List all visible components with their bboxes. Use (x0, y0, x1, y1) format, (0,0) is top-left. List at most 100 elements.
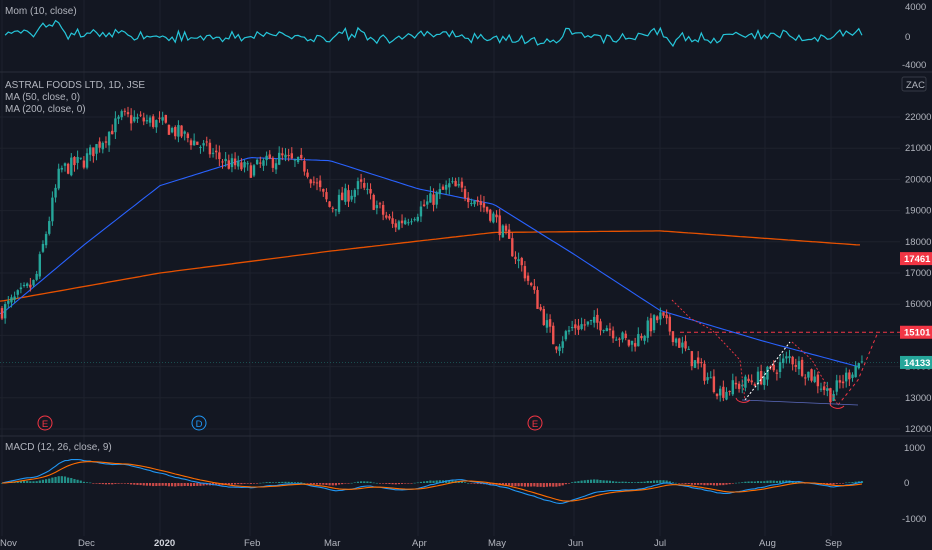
candle-body (22, 284, 26, 286)
candle-body (142, 117, 145, 122)
candle-body (290, 153, 293, 159)
histogram-bar (612, 481, 615, 483)
candle-body (60, 167, 64, 170)
time-tick: Nov (0, 538, 17, 549)
candle-body (577, 325, 580, 330)
candle-body (148, 117, 152, 123)
candle-body (448, 183, 451, 188)
candle-body (826, 388, 829, 391)
candle-body (703, 363, 706, 381)
candle-body (630, 340, 634, 345)
histogram-bar (662, 480, 665, 483)
histogram-bar (57, 476, 60, 483)
earnings-marker[interactable]: E (527, 415, 543, 431)
candle-body (646, 320, 649, 338)
histogram-bar (744, 481, 747, 483)
candle-body (542, 308, 545, 325)
histogram-bar (29, 481, 32, 483)
dividend-marker[interactable]: D (191, 415, 207, 431)
chart-pattern-drawing[interactable] (671, 299, 879, 409)
histogram-bar (489, 483, 492, 485)
histogram-bar (671, 482, 675, 483)
histogram-bar (577, 481, 580, 483)
histogram-bar (243, 483, 246, 484)
candle-body (372, 194, 375, 210)
candle-body (63, 163, 67, 166)
histogram-bar (630, 482, 634, 483)
candle-body (174, 127, 177, 137)
candle-body (813, 376, 816, 382)
candle-body (564, 331, 568, 340)
candle-body (593, 316, 596, 323)
candle-body (574, 324, 577, 329)
candle-body (381, 204, 385, 215)
candle-body (111, 130, 114, 135)
histogram-bar (583, 480, 586, 483)
candle-body (211, 152, 215, 154)
histogram-bar (372, 482, 375, 484)
candle-body (123, 110, 127, 112)
histogram-bar (16, 481, 19, 483)
candle-body (41, 243, 45, 252)
histogram-bar (413, 482, 416, 484)
candle-body (841, 381, 845, 384)
candle-body (287, 155, 290, 157)
histogram-bar (511, 483, 514, 486)
candle-body (548, 319, 552, 327)
candle-body (281, 153, 284, 156)
candle-body (523, 266, 527, 279)
histogram-bar (63, 476, 67, 483)
candle-body (70, 157, 73, 176)
histogram-bar (501, 483, 504, 486)
histogram-bar (268, 482, 271, 483)
candle-body (769, 366, 772, 368)
candle-body (312, 181, 316, 183)
last-price-badge: 14133 (900, 355, 932, 369)
histogram-bar (48, 478, 51, 483)
symbol-title: ASTRAL FOODS LTD, 1D, JSE (5, 80, 145, 91)
candle-body (722, 386, 725, 398)
histogram-bar (772, 480, 775, 483)
histogram-bar (0, 483, 4, 484)
histogram-bar (54, 476, 57, 483)
histogram-bar (473, 483, 476, 484)
histogram-bar (227, 483, 230, 486)
candle-body (426, 201, 429, 205)
candle-body (709, 377, 712, 379)
histogram-bar (621, 481, 624, 483)
histogram-bar (73, 479, 76, 483)
histogram-bar (778, 480, 782, 483)
candle-body (10, 297, 13, 303)
histogram-bar (426, 481, 429, 483)
histogram-bar (180, 483, 183, 487)
candle-body (32, 279, 35, 286)
histogram-bar (360, 481, 363, 483)
candle-body (668, 316, 671, 332)
earnings-marker[interactable]: E (37, 415, 53, 431)
histogram-bar (369, 481, 372, 483)
histogram-bar (526, 483, 530, 487)
candle-body (315, 182, 319, 184)
histogram-bar (545, 483, 549, 487)
candle-body (731, 380, 734, 395)
histogram-bar (775, 480, 778, 483)
svg-text:D: D (196, 419, 203, 430)
candle-body (712, 376, 716, 393)
histogram-bar (218, 483, 221, 486)
histogram-bar (101, 483, 104, 485)
candle-body (637, 334, 640, 347)
price-tick: 20000 (905, 174, 931, 185)
histogram-bar (136, 483, 139, 485)
histogram-bar (703, 483, 706, 486)
histogram-bar (309, 483, 312, 485)
histogram-bar (586, 479, 589, 483)
candle-body (851, 374, 854, 378)
histogram-bar (325, 483, 328, 486)
histogram-bar (593, 479, 596, 483)
candle-body (580, 324, 583, 329)
histogram-bar (274, 482, 278, 483)
svg-text:15101: 15101 (904, 328, 931, 339)
candle-body (54, 187, 57, 198)
histogram-bar (504, 483, 508, 486)
